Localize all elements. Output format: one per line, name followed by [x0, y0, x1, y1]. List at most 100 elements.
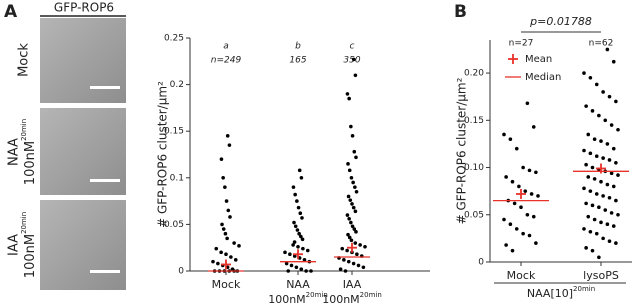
x-tick-label-main: 100nM: [268, 293, 305, 304]
data-point: [601, 194, 605, 198]
image-header: GFP-ROP6: [54, 1, 114, 15]
y-axis-label: # GFP-ROP6 cluster/μm²: [156, 81, 170, 228]
data-point: [525, 101, 530, 106]
data-point: [342, 258, 346, 262]
x-tick-label: lysoPS: [583, 269, 619, 282]
data-point: [214, 246, 219, 251]
images: [40, 18, 126, 290]
x-tick-label-sup: 20min: [360, 291, 382, 299]
x-axis-label-sup: 20min: [573, 285, 595, 293]
data-point: [594, 154, 599, 158]
data-point: [353, 185, 357, 189]
data-point: [288, 252, 292, 257]
data-point: [225, 134, 230, 138]
legend-label: Mean: [525, 54, 552, 65]
group-letter: c: [350, 42, 355, 52]
data-point: [582, 148, 586, 153]
data-point: [350, 134, 355, 138]
data-point: [614, 161, 618, 165]
data-point: [599, 179, 603, 184]
data-point: [299, 176, 304, 180]
data-point: [584, 246, 588, 250]
group-n: 165: [289, 56, 306, 66]
y-tick-label: 0.10: [464, 163, 484, 173]
data-point: [296, 244, 300, 249]
data-point: [529, 192, 534, 196]
y-tick-label: 0.15: [464, 116, 484, 126]
data-point: [590, 165, 595, 170]
data-point: [346, 232, 350, 237]
x-axis-label-main: NAA[10]: [527, 287, 573, 300]
y-tick-label: 0.15: [164, 127, 184, 137]
data-point: [597, 255, 601, 260]
group-letter: b: [295, 42, 301, 52]
data-point: [510, 248, 515, 253]
data-point: [514, 227, 519, 231]
data-point: [611, 59, 616, 64]
data-point: [284, 261, 289, 266]
data-point: [361, 265, 366, 270]
data-point: [523, 189, 528, 193]
data-point: [349, 176, 354, 180]
mean-marker: [347, 242, 357, 253]
group-n: n=249: [211, 56, 242, 66]
data-point: [592, 217, 597, 222]
data-point: [227, 143, 232, 147]
data-point: [586, 132, 591, 137]
data-point: [291, 243, 295, 247]
y-tick-label: 0.25: [164, 34, 184, 44]
data-point: [584, 162, 588, 167]
data-point: [289, 263, 294, 268]
data-point: [356, 263, 361, 268]
data-point: [514, 146, 519, 151]
data-point: [293, 224, 298, 229]
data-point: [224, 252, 228, 257]
data-point: [502, 217, 506, 222]
data-point: [534, 241, 538, 245]
data-point: [504, 243, 508, 247]
scale-bar: [90, 179, 120, 182]
data-point: [349, 124, 353, 129]
data-point: [292, 254, 297, 258]
data-point: [286, 269, 291, 273]
data-point: [592, 137, 597, 141]
data-point: [609, 123, 614, 127]
data-point: [298, 211, 303, 216]
data-point: [223, 185, 227, 189]
mean-marker: [596, 163, 606, 174]
y-tick-label: 0: [178, 267, 184, 277]
x-tick-label-main: 100nM: [322, 293, 359, 304]
data-point: [504, 175, 508, 179]
data-point: [614, 99, 618, 104]
data-point: [229, 255, 233, 259]
data-point: [512, 201, 517, 206]
row-label: 100nM20min: [20, 212, 38, 278]
data-point: [300, 216, 304, 220]
data-point: [354, 155, 358, 160]
data-point: [346, 162, 350, 166]
data-point: [601, 90, 605, 94]
y-tick-label: 0.05: [464, 210, 484, 220]
data-point: [353, 73, 358, 78]
data-point: [521, 165, 525, 170]
data-point: [223, 231, 228, 236]
data-point: [340, 246, 345, 251]
data-point: [300, 237, 305, 242]
data-point: [584, 104, 588, 108]
data-point: [588, 229, 593, 234]
data-point: [219, 157, 224, 161]
data-point: [527, 168, 532, 173]
data-point: [586, 214, 591, 219]
data-point: [302, 258, 307, 262]
data-point: [293, 192, 297, 197]
data-point: [611, 146, 616, 151]
data-point: [611, 224, 616, 228]
data-point: [343, 269, 348, 273]
data-point: [582, 186, 586, 191]
data-point: [350, 202, 354, 206]
data-point: [349, 238, 354, 243]
y-tick-label: 0: [478, 258, 484, 268]
data-point: [517, 184, 521, 189]
data-point: [221, 227, 226, 231]
data-point: [605, 222, 610, 227]
